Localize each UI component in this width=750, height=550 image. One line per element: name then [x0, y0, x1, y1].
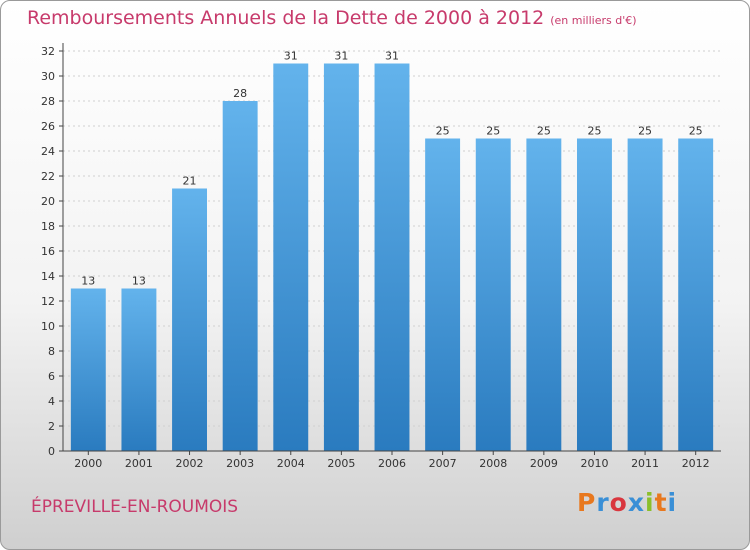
x-tick-label: 2010	[580, 457, 608, 470]
bar-2006	[374, 63, 410, 451]
bar-value-label: 25	[486, 125, 500, 138]
x-tick-label: 2002	[176, 457, 204, 470]
logo-letter: r	[596, 488, 610, 517]
bar-value-label: 25	[587, 125, 601, 138]
bar-2011	[627, 138, 663, 451]
x-tick-label: 2012	[682, 457, 710, 470]
x-tick-label: 2009	[530, 457, 558, 470]
logo-letter: o	[609, 488, 628, 517]
y-tick-label: 30	[41, 70, 55, 83]
bar-2007	[425, 138, 461, 451]
x-tick-label: 2003	[226, 457, 254, 470]
bar-2009	[526, 138, 562, 451]
y-tick-label: 6	[48, 370, 55, 383]
x-tick-label: 2008	[479, 457, 507, 470]
y-tick-label: 8	[48, 345, 55, 358]
chart-title: Remboursements Annuels de la Dette de 20…	[27, 7, 637, 29]
y-tick-label: 22	[41, 170, 55, 183]
logo-letter: i	[645, 488, 655, 517]
y-tick-label: 4	[48, 395, 55, 408]
bar-value-label: 31	[385, 50, 399, 63]
logo-letter: t	[654, 488, 668, 517]
bar-value-label: 31	[284, 50, 298, 63]
x-tick-label: 2005	[327, 457, 355, 470]
logo-letter: x	[627, 488, 645, 517]
bar-2003	[222, 101, 258, 451]
chart-title-text: Remboursements Annuels de la Dette de 20…	[27, 7, 545, 29]
bar-2002	[172, 188, 208, 451]
bar-value-label: 13	[81, 275, 95, 288]
y-tick-label: 18	[41, 220, 55, 233]
bar-value-label: 21	[183, 175, 197, 188]
bars: 13 13 21 28 31 31 31 25 25 25 25 25 25	[70, 50, 714, 451]
bar-2000	[70, 288, 106, 451]
y-tick-label: 16	[41, 245, 55, 258]
bar-2001	[121, 288, 157, 451]
y-tick-label: 14	[41, 270, 55, 283]
bar-2004	[273, 63, 309, 451]
bar-value-label: 25	[537, 125, 551, 138]
bar-value-label: 25	[689, 125, 703, 138]
x-tick-label: 2007	[429, 457, 457, 470]
logo-letter: i	[667, 488, 678, 517]
commune-name: ÉPREVILLE-EN-ROUMOIS	[31, 497, 239, 517]
y-tick-label: 10	[41, 320, 55, 333]
y-tick-label: 2	[48, 420, 55, 433]
bar-2012	[678, 138, 714, 451]
y-tick-label: 12	[41, 295, 55, 308]
bar-value-label: 25	[436, 125, 450, 138]
y-tick-label: 32	[41, 45, 55, 58]
x-tick-label: 2000	[74, 457, 102, 470]
bar-2008	[475, 138, 511, 451]
x-tick-label: 2011	[631, 457, 659, 470]
bar-2005	[323, 63, 359, 451]
y-tick-label: 26	[41, 120, 55, 133]
y-tick-label: 28	[41, 95, 55, 108]
x-tick-label: 2001	[125, 457, 153, 470]
logo-letter: P	[577, 488, 597, 517]
y-tick-label: 20	[41, 195, 55, 208]
bar-value-label: 28	[233, 87, 247, 100]
y-tick-label: 24	[41, 145, 55, 158]
y-tick-label: 0	[48, 445, 55, 458]
bar-2010	[576, 138, 612, 451]
x-tick-label: 2006	[378, 457, 406, 470]
chart-subtitle: (en milliers d'€)	[550, 14, 637, 27]
x-tick-label: 2004	[277, 457, 305, 470]
bar-value-label: 13	[132, 275, 146, 288]
bar-value-label: 31	[334, 50, 348, 63]
bar-value-label: 25	[638, 125, 652, 138]
proxiti-logo: Proxiti	[577, 488, 677, 517]
